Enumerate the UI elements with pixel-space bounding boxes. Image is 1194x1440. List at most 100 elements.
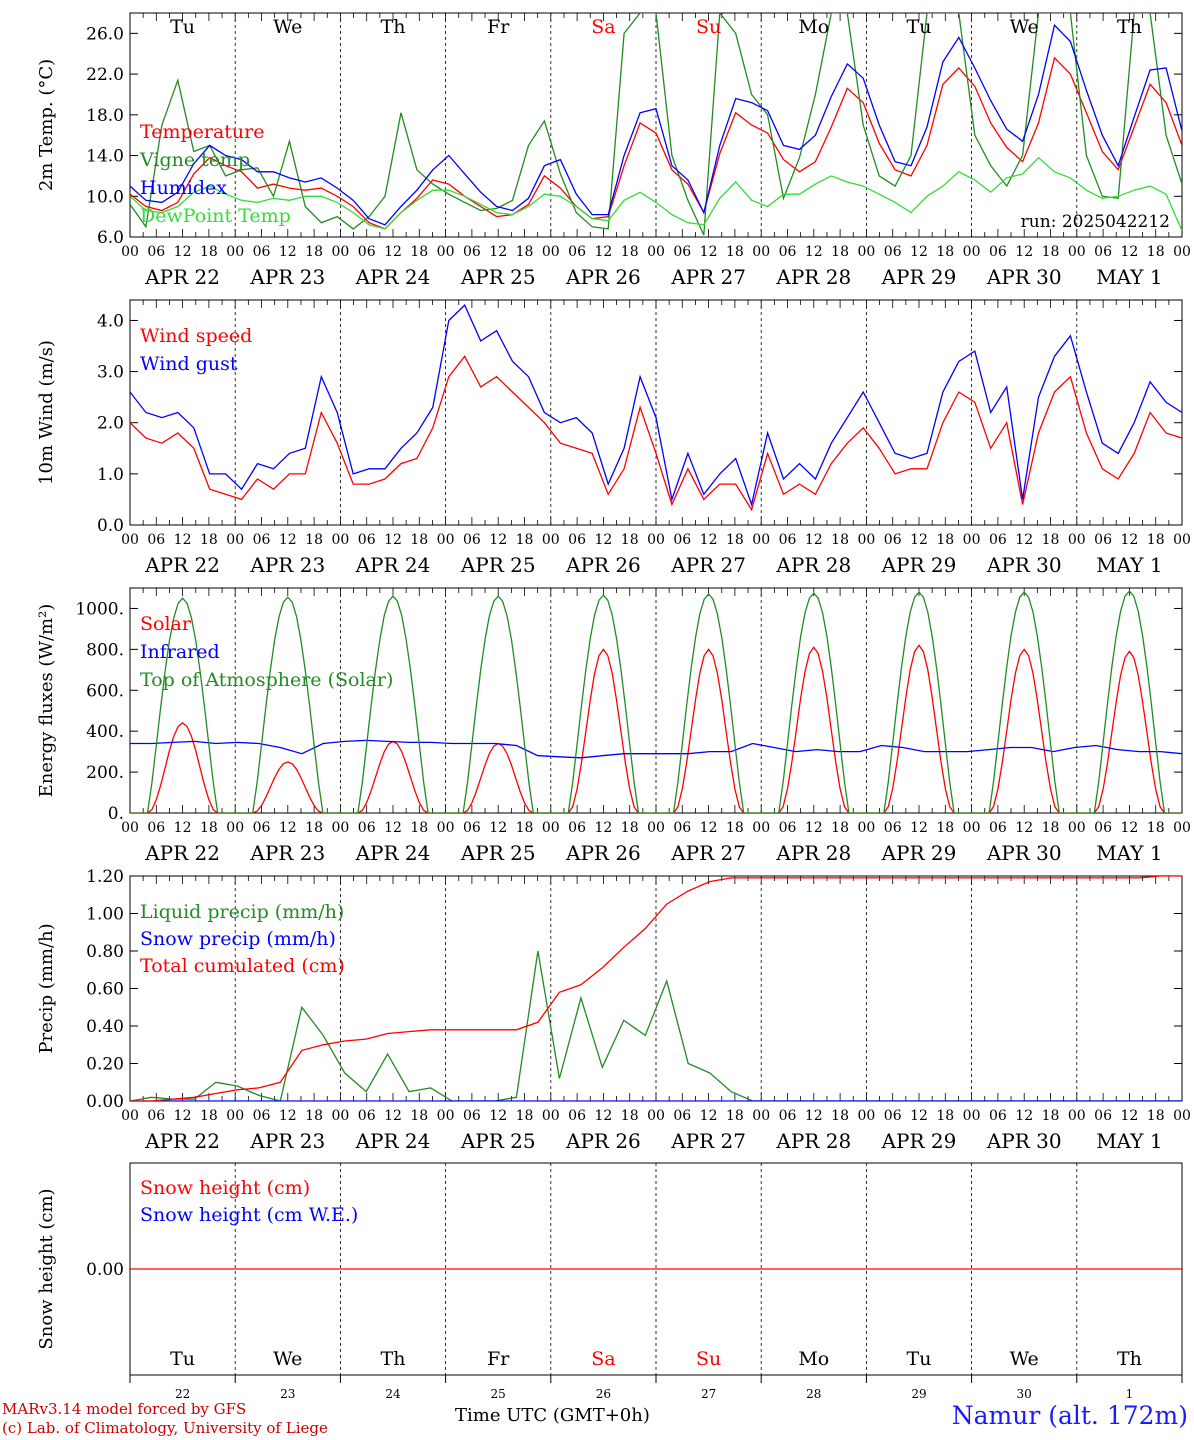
plot-frame: [129, 12, 1183, 238]
y-tick-label: 400.: [86, 722, 124, 742]
x-hour-label: 18: [516, 244, 534, 260]
x-date-label: APR 29: [881, 265, 957, 289]
x-hour-label: 12: [910, 244, 928, 260]
panel-1: [129, 12, 1183, 238]
x-axis-title: Time UTC (GMT+0h): [455, 1405, 650, 1426]
x-hour-label: 06: [1094, 244, 1112, 260]
x-hour-label: 18: [1147, 532, 1165, 548]
date-number-label: 28: [806, 1387, 821, 1401]
footer-model-line: MARv3.14 model forced by GFS: [2, 1400, 247, 1418]
x-hour-label: 00: [647, 1108, 665, 1124]
day-name-label: We: [1010, 1348, 1039, 1370]
x-hour-label: 18: [305, 244, 323, 260]
x-hour-label: 00: [226, 532, 244, 548]
x-hour-label: 06: [779, 244, 797, 260]
date-number-label: 29: [911, 1387, 926, 1401]
x-hour-label: 12: [489, 1108, 507, 1124]
x-hour-label: 00: [226, 1108, 244, 1124]
x-hour-label: 00: [437, 244, 455, 260]
x-hour-label: 12: [279, 820, 297, 836]
x-hour-label: 00: [542, 1108, 560, 1124]
x-hour-label: 12: [1015, 820, 1033, 836]
x-hour-label: 06: [884, 244, 902, 260]
y-tick-label: 0.0: [97, 516, 124, 536]
x-hour-label: 06: [779, 820, 797, 836]
plot-frame: [129, 587, 1183, 814]
day-name-label: Mo: [798, 1348, 829, 1370]
x-date-label: APR 29: [881, 553, 957, 577]
date-number-label: 27: [701, 1387, 716, 1401]
x-hour-label: 12: [384, 532, 402, 548]
x-date-label: APR 23: [249, 553, 325, 577]
series-group: [130, 13, 1182, 236]
x-hour-label: 18: [831, 244, 849, 260]
y-tick-label: 0.60: [86, 980, 124, 1000]
x-hour-label: 06: [884, 820, 902, 836]
x-hour-label: 00: [857, 244, 875, 260]
x-hour-label: 06: [568, 820, 586, 836]
day-name-label: We: [273, 1348, 302, 1370]
x-hour-label: 12: [700, 820, 718, 836]
x-hour-label: 06: [253, 820, 271, 836]
y-axis-label: 10m Wind (m/s): [36, 340, 57, 485]
x-hour-label: 00: [121, 1108, 139, 1124]
y-tick-label: 6.0: [97, 228, 124, 248]
x-hour-label: 06: [1094, 820, 1112, 836]
series-line-temperature: [130, 56, 1182, 230]
y-tick-label: 1.00: [86, 905, 124, 925]
x-date-label: APR 29: [881, 841, 957, 865]
x-date-label: MAY 1: [1096, 841, 1162, 865]
x-hour-label: 18: [410, 244, 428, 260]
date-number-label: 23: [280, 1387, 295, 1401]
x-date-label: APR 27: [670, 265, 746, 289]
legend-temperature: Temperature: [140, 121, 264, 143]
day-name-label: Th: [381, 16, 406, 38]
x-hour-label: 12: [489, 244, 507, 260]
x-date-label: APR 26: [565, 841, 641, 865]
x-hour-label: 18: [831, 532, 849, 548]
x-hour-label: 00: [857, 1108, 875, 1124]
x-hour-label: 06: [358, 532, 376, 548]
day-name-label: Fr: [487, 16, 510, 38]
legend-wind-gust: Wind gust: [140, 353, 238, 375]
x-hour-label: 18: [936, 244, 954, 260]
day-name-label: Th: [1117, 1348, 1142, 1370]
x-date-label: APR 24: [355, 841, 431, 865]
x-hour-label: 00: [1173, 244, 1191, 260]
x-hour-label: 18: [726, 1108, 744, 1124]
x-hour-label: 12: [1120, 532, 1138, 548]
x-hour-label: 06: [147, 532, 165, 548]
x-hour-label: 06: [253, 244, 271, 260]
y-tick-label: 3.0: [97, 363, 124, 383]
x-hour-label: 18: [516, 1108, 534, 1124]
x-hour-label: 06: [673, 532, 691, 548]
x-hour-label: 00: [1068, 532, 1086, 548]
y-axis-label: Energy fluxes (W/m²): [36, 604, 57, 798]
x-hour-label: 12: [805, 532, 823, 548]
x-hour-label: 00: [226, 244, 244, 260]
y-tick-label: 14.0: [86, 147, 124, 167]
x-date-label: APR 28: [775, 1129, 851, 1153]
x-hour-label: 00: [1068, 820, 1086, 836]
x-hour-label: 12: [1120, 244, 1138, 260]
x-hour-label: 00: [1068, 244, 1086, 260]
day-name-label: Sa: [591, 1348, 615, 1370]
series-group: [130, 590, 1182, 813]
y-tick-label: 0.00: [86, 1092, 124, 1112]
x-date-label: APR 26: [565, 1129, 641, 1153]
x-hour-label: 18: [726, 244, 744, 260]
x-hour-label: 18: [1147, 244, 1165, 260]
x-hour-label: 18: [516, 820, 534, 836]
y-tick-label: 800.: [86, 640, 124, 660]
x-hour-label: 12: [174, 1108, 192, 1124]
x-hour-label: 18: [410, 820, 428, 836]
x-hour-label: 18: [1042, 244, 1060, 260]
y-tick-label: 18.0: [86, 106, 124, 126]
series-line-vigne-temp: [130, 13, 1182, 236]
x-date-label: MAY 1: [1096, 265, 1162, 289]
y-tick-label: 1000.: [75, 599, 124, 619]
x-date-label: APR 24: [355, 553, 431, 577]
x-hour-label: 12: [700, 244, 718, 260]
x-hour-label: 12: [1015, 244, 1033, 260]
x-hour-label: 00: [752, 1108, 770, 1124]
